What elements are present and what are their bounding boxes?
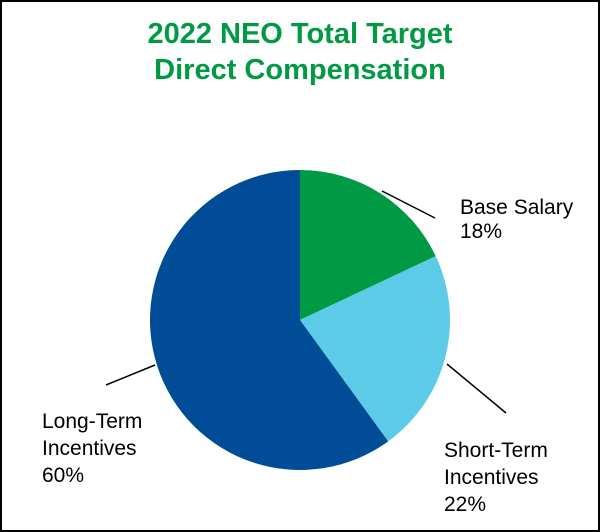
- slice-label-base-salary-line-1: Base Salary: [460, 196, 574, 219]
- slice-label-short-term-line-2: Incentives: [444, 466, 539, 489]
- slice-label-short-term-line-1: Short-Term: [444, 439, 548, 462]
- chart-title: 2022 NEO Total Target Direct Compensatio…: [2, 16, 598, 88]
- pie-slice-long-term-incentives: [149, 170, 389, 471]
- slice-label-long-term-incentives: Long-Term Incentives 60%: [42, 408, 142, 489]
- chart-title-line-2: Direct Compensation: [154, 54, 446, 86]
- slice-value-short-term-incentives: 22%: [444, 493, 487, 516]
- leader-line-long-term-incentives: [105, 364, 156, 386]
- chart-title-line-1: 2022 NEO Total Target: [147, 18, 453, 50]
- slice-label-base-salary: Base Salary 18%: [460, 196, 573, 244]
- leader-line-short-term-incentives: [446, 363, 507, 414]
- pie-slice-short-term-incentives: [300, 256, 450, 442]
- slice-value-base-salary: 18%: [460, 220, 503, 243]
- slice-label-short-term-incentives: Short-Term Incentives 22%: [444, 437, 548, 518]
- slice-value-long-term-incentives: 60%: [42, 464, 85, 487]
- leader-line-base-salary: [381, 190, 436, 219]
- pie-slice-base-salary: [300, 170, 436, 320]
- slice-label-long-term-line-2: Incentives: [42, 437, 137, 460]
- slice-label-long-term-line-1: Long-Term: [42, 410, 143, 433]
